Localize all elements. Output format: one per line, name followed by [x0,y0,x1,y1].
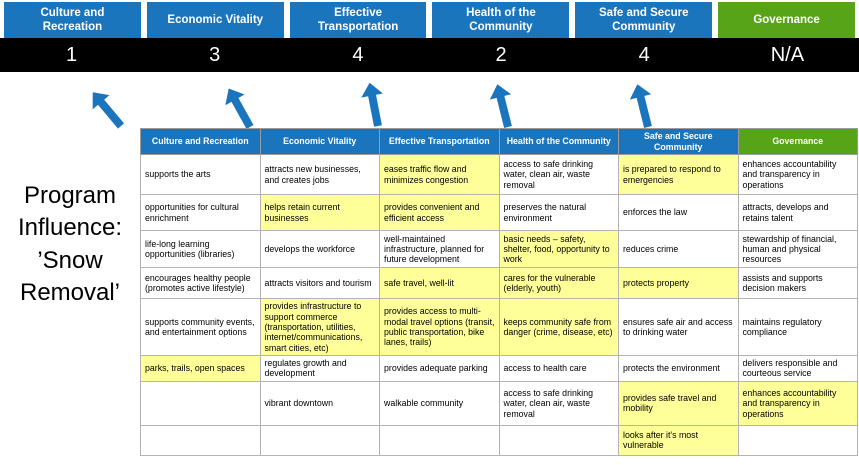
table-cell: attracts new businesses, and creates job… [259,154,380,196]
table-cell: basic needs – safety, shelter, food, opp… [498,230,619,269]
table-cell [259,424,380,456]
table-cell: enforces the law [618,194,739,232]
table-cell: stewardship of financial, human and phys… [737,230,858,269]
table-cell: develops the workforce [259,230,380,269]
col-header-safe-and-secure-community: Safe and Secure Community [618,127,739,156]
arrow-shaft [230,97,254,129]
table-cell: provides safe travel and mobility [618,380,739,426]
table-cell: provides access to multi-modal travel op… [379,298,500,357]
up-arrow-icon [219,83,260,132]
summary-label-health-of-the-community: Health of the Community [432,2,570,38]
matrix-body: supports the arts attracts new businesses… [140,154,858,456]
summary-label-safe-and-secure-community: Safe and Secure Community [575,2,713,38]
table-cell [737,424,858,456]
summary-label-culture-and-recreation: Culture and Recreation [4,2,141,38]
table-cell [140,380,261,426]
table-cell: access to health care [498,355,619,382]
table-row: opportunities for cultural enrichment hel… [140,194,858,232]
table-cell: delivers responsible and courteous servi… [737,355,858,382]
up-arrow-icon [84,85,129,133]
table-cell: attracts visitors and tourism [259,267,380,300]
table-cell [140,424,261,456]
table-row: parks, trails, open spaces regulates grow… [140,355,858,382]
col-header-culture-and-recreation: Culture and Recreation [140,127,261,156]
table-cell: protects property [618,267,739,300]
arrow-shaft [97,98,125,129]
table-cell: attracts, develops and retains talent [737,194,858,232]
table-cell: access to safe drinking water, clean air… [498,380,619,426]
matrix-header-row: Culture and Recreation Economic Vitality E… [140,127,858,156]
table-cell: is prepared to respond to emergencies [618,154,739,196]
up-arrow-icon [358,80,389,128]
table-cell: supports community events, and entertain… [140,298,261,357]
table-cell: encourages healthy people (promotes acti… [140,267,261,300]
table-cell: parks, trails, open spaces [140,355,261,382]
arrow-shaft [636,94,652,128]
table-cell: reduces crime [618,230,739,269]
table-row: vibrant downtown walkable community access… [140,380,858,426]
summary-score-row: 1 3 4 2 4 N/A [0,38,859,72]
page-title: Program Influence: ’Snow Removal’ [17,182,123,307]
table-cell: protects the environment [618,355,739,382]
table-cell: keeps community safe from danger (crime,… [498,298,619,357]
summary-label-economic-vitality: Economic Vitality [146,2,284,38]
summary-score-safe-and-secure-community: 4 [638,43,650,66]
table-row: life-long learning opportunities (librar… [140,230,858,269]
summary-header-row: Culture and Recreation Economic Vitality E… [4,2,855,38]
arrow-shaft [367,93,382,127]
col-header-governance: Governance [737,127,858,156]
influence-matrix: Culture and Recreation Economic Vitality E… [140,127,858,456]
table-cell: provides infrastructure to support comme… [259,298,380,357]
table-cell: provides adequate parking [379,355,500,382]
table-cell: access to safe drinking water, clean air… [498,154,619,196]
up-arrow-icon [486,81,519,130]
table-cell: preserves the natural environment [498,194,619,232]
table-row: encourages healthy people (promotes acti… [140,267,858,300]
table-row: supports the arts attracts new businesses… [140,154,858,196]
table-cell: provides convenient and efficient access [379,194,500,232]
summary-label-governance: Governance [718,2,855,38]
summary-score-governance: N/A [770,43,805,66]
table-cell: ensures safe air and access to drinking … [618,298,739,357]
table-cell: looks after it's most vulnerable [618,424,739,456]
summary-score-economic-vitality: 3 [209,43,221,66]
summary-score-culture-and-recreation: 1 [66,43,78,66]
table-cell [498,424,619,456]
col-header-effective-transportation: Effective Transportation [379,127,500,156]
table-cell: safe travel, well-lit [379,267,500,300]
table-row: looks after it's most vulnerable [140,424,858,456]
table-cell: enhances accountability and transparency… [737,154,858,196]
matrix-head: Culture and Recreation Economic Vitality E… [140,127,858,156]
arrow-shaft [496,94,512,128]
table-cell: well-maintained infrastructure, planned … [379,230,500,269]
table-cell: cares for the vulnerable (elderly, youth… [498,267,619,300]
table-cell: eases traffic flow and minimizes congest… [379,154,500,196]
table-cell: walkable community [379,380,500,426]
col-header-health-of-the-community: Health of the Community [498,127,619,156]
table-cell: life-long learning opportunities (librar… [140,230,261,269]
summary-label-effective-transportation: Effective Transportation [289,2,427,38]
summary-score-effective-transportation: 4 [352,43,364,66]
col-header-economic-vitality: Economic Vitality [259,127,380,156]
table-cell: vibrant downtown [259,380,380,426]
table-cell: helps retain current businesses [259,194,380,232]
table-cell: assists and supports decision makers [737,267,858,300]
summary-score-health-of-the-community: 2 [495,43,507,66]
table-cell [379,424,500,456]
table-cell: opportunities for cultural enrichment [140,194,261,232]
up-arrow-icon [626,81,659,130]
table-cell: enhances accountability and transparency… [737,380,858,426]
table-cell: supports the arts [140,154,261,196]
table-cell: regulates growth and development [259,355,380,382]
table-row: supports community events, and entertain… [140,298,858,357]
table-cell: maintains regulatory compliance [737,298,858,357]
